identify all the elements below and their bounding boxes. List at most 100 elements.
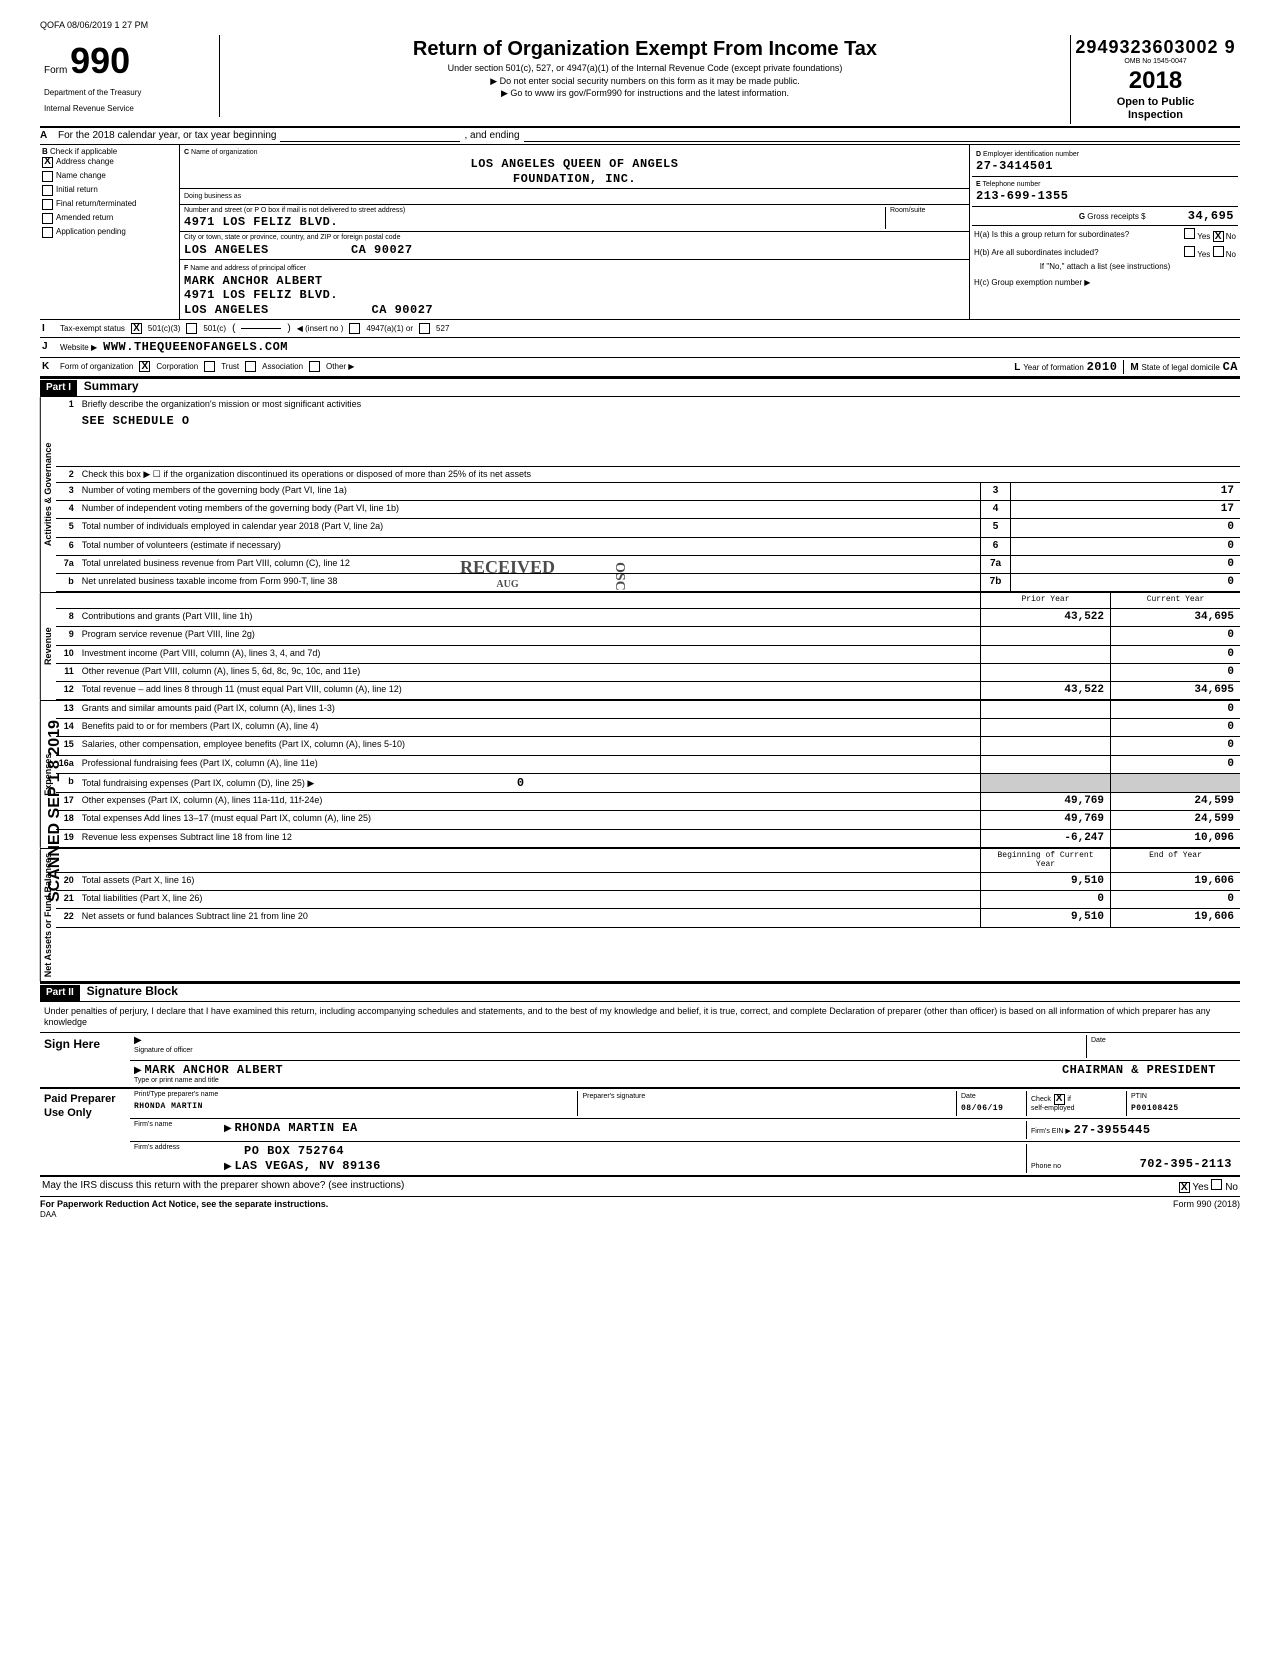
chk-final[interactable] — [42, 199, 53, 210]
row-prior: 43,522 — [980, 682, 1110, 699]
row-num: 12 — [56, 682, 78, 699]
lbl-address-change: Address change — [56, 157, 114, 167]
chk-corp[interactable]: X — [139, 361, 150, 372]
label-l: L — [1014, 362, 1020, 373]
chk-ha-yes[interactable] — [1184, 228, 1195, 239]
top-timestamp: QOFA 08/06/2019 1 27 PM — [40, 20, 1240, 31]
row-num: 14 — [56, 719, 78, 736]
form-subtitle: Under section 501(c), 527, or 4947(a)(1)… — [228, 63, 1062, 74]
form-title: Return of Organization Exempt From Incom… — [228, 37, 1062, 61]
sign-here-block: Sign Here ▶Signature of officer Date ▶ M… — [40, 1033, 1240, 1089]
chk-4947[interactable] — [349, 323, 360, 334]
chk-hb-yes[interactable] — [1184, 246, 1195, 257]
chk-self-emp[interactable]: X — [1054, 1094, 1065, 1105]
phone-value: 213-699-1355 — [976, 189, 1234, 203]
row-box: 7b — [980, 574, 1010, 591]
sig-officer-label: Signature of officer — [134, 1047, 1086, 1055]
firm-addr-label: Firm's address — [134, 1144, 224, 1173]
opt-corp: Corporation — [156, 362, 198, 372]
chk-assoc[interactable] — [245, 361, 256, 372]
officer-label: Name and address of principal officer — [190, 265, 306, 272]
chk-hb-no[interactable] — [1213, 246, 1224, 257]
officer-title: CHAIRMAN & PRESIDENT — [1062, 1063, 1216, 1077]
prep-date-label: Date — [961, 1093, 1022, 1101]
ha-label: H(a) Is this a group return for subordin… — [974, 230, 1129, 240]
firm-name-label: Firm's name — [134, 1121, 224, 1139]
label-d: D — [976, 151, 981, 158]
row-text: Total expenses Add lines 13–17 (must equ… — [78, 811, 980, 828]
summary-row: 10Investment income (Part VIII, column (… — [56, 646, 1240, 664]
begin-blank — [280, 130, 460, 142]
opt-501c: 501(c) — [203, 324, 226, 334]
summary-row: 4Number of independent voting members of… — [56, 501, 1240, 519]
row-text: Total assets (Part X, line 16) — [78, 873, 980, 890]
label-i: I — [40, 323, 58, 335]
declaration: Under penalties of perjury, I declare th… — [40, 1002, 1240, 1033]
row-text: Investment income (Part VIII, column (A)… — [78, 646, 980, 663]
chk-501c3[interactable]: X — [131, 323, 142, 334]
form-org-label: Form of organization — [60, 362, 133, 372]
row-value: 0 — [1010, 538, 1240, 555]
summary-row: 14Benefits paid to or for members (Part … — [56, 719, 1240, 737]
row-k: K Form of organization XCorporation Trus… — [40, 358, 1240, 377]
row-num: 16a — [56, 756, 78, 773]
prep-phone-label: Phone no — [1031, 1163, 1061, 1171]
lbl-pending: Application pending — [56, 227, 126, 237]
section-a: A For the 2018 calendar year, or tax yea… — [40, 128, 1240, 145]
chk-initial[interactable] — [42, 185, 53, 196]
prep-date: 08/06/19 — [961, 1104, 1003, 1113]
row-text: Grants and similar amounts paid (Part IX… — [78, 701, 980, 718]
firm-addr1: PO BOX 752764 — [244, 1144, 1026, 1158]
row-box: 5 — [980, 519, 1010, 536]
name-label: Name of organization — [191, 149, 258, 156]
row-num: 6 — [56, 538, 78, 555]
chk-501c[interactable] — [186, 323, 197, 334]
label-f: F — [184, 265, 188, 272]
row-current: 19,606 — [1110, 873, 1240, 890]
prep-check-if: if — [1067, 1096, 1071, 1103]
website-value: WWW.THEQUEENOFANGELS.COM — [103, 340, 288, 354]
gross-label: Gross receipts $ — [1087, 212, 1145, 221]
summary-row: 9Program service revenue (Part VIII, lin… — [56, 627, 1240, 645]
chk-amended[interactable] — [42, 213, 53, 224]
row-num: 5 — [56, 519, 78, 536]
row-current: 0 — [1110, 756, 1240, 773]
row-box: 7a — [980, 556, 1010, 573]
year-label: Year of formation — [1023, 363, 1084, 372]
officer-city: LOS ANGELES — [184, 303, 269, 317]
row-current: 19,606 — [1110, 909, 1240, 926]
chk-other[interactable] — [309, 361, 320, 372]
chk-address-change[interactable]: X — [42, 157, 53, 168]
chk-discuss-yes[interactable]: X — [1179, 1182, 1190, 1193]
prep-check-label: Check — [1031, 1096, 1051, 1103]
lbl-name-change: Name change — [56, 171, 106, 181]
row-prior: -6,247 — [980, 830, 1110, 847]
city-value: LOS ANGELES — [184, 243, 269, 257]
row-num: 4 — [56, 501, 78, 518]
chk-discuss-no[interactable] — [1211, 1179, 1222, 1190]
firm-addr2: LAS VEGAS, NV 89136 — [234, 1159, 380, 1173]
row-box: 6 — [980, 538, 1010, 555]
chk-527[interactable] — [419, 323, 430, 334]
row-num: 13 — [56, 701, 78, 718]
row-text: Total number of individuals employed in … — [78, 519, 980, 536]
row-text: Total fundraising expenses (Part IX, col… — [78, 774, 980, 792]
row-value: 0 — [1010, 556, 1240, 573]
chk-name-change[interactable] — [42, 171, 53, 182]
ending-text: , and ending — [464, 130, 519, 142]
form-ref: Form 990 (2018) — [1173, 1199, 1240, 1219]
row-num: b — [56, 774, 78, 792]
row-current: 0 — [1110, 891, 1240, 908]
chk-ha-no[interactable]: X — [1213, 231, 1224, 242]
summary-row: 13Grants and similar amounts paid (Part … — [56, 701, 1240, 719]
preparer-label: Paid Preparer Use Only — [40, 1089, 130, 1175]
received-stamp: RECEIVEDAUG — [460, 557, 555, 591]
row-current: 0 — [1110, 664, 1240, 681]
row-prior: 9,510 — [980, 909, 1110, 926]
website-label: Website ▶ — [60, 343, 97, 353]
row-prior: 0 — [980, 891, 1110, 908]
row-value: 17 — [1010, 483, 1240, 500]
chk-trust[interactable] — [204, 361, 215, 372]
chk-pending[interactable] — [42, 227, 53, 238]
lbl-final: Final return/terminated — [56, 199, 136, 209]
